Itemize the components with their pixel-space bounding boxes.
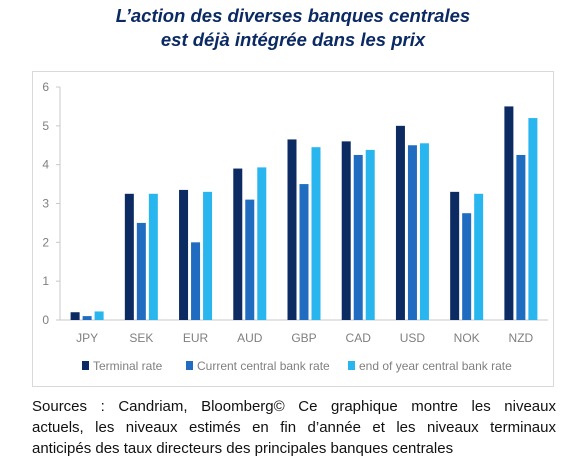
bar-usd-series-2 (407, 145, 417, 320)
bar-jpy-series-2 (82, 316, 92, 320)
bar-eur-series-2 (191, 242, 201, 320)
chart-title: L’action des diverses banques centrales … (0, 4, 586, 52)
bar-usd-series-1 (395, 125, 405, 320)
bar-nzd-series-1 (504, 106, 514, 321)
x-tick-label: USD (400, 331, 426, 345)
x-tick-label: JPY (76, 331, 98, 345)
caption-line-3: anticipés des taux directeurs des princi… (32, 440, 454, 457)
bar-gbp-series-1 (287, 139, 297, 320)
bar-cad-series-3 (365, 149, 375, 320)
bar-gbp-series-3 (311, 147, 321, 320)
legend-label-1: Terminal rate (93, 359, 163, 373)
bar-cad-series-2 (353, 154, 363, 320)
legend-label-2: Current central bank rate (197, 359, 330, 373)
y-tick-label: 3 (42, 197, 49, 211)
bar-nok-series-3 (474, 193, 484, 320)
y-tick-label: 6 (42, 80, 49, 94)
bar-sek-series-1 (124, 193, 134, 320)
bar-nok-series-2 (462, 213, 472, 320)
x-tick-label: NOK (454, 331, 480, 345)
bar-cad-series-1 (341, 141, 351, 320)
bar-eur-series-3 (203, 191, 213, 320)
caption-line-2: actuels, les niveaux estimés en fin d’an… (32, 419, 556, 436)
caption-line-1: Sources : Candriam, Bloomberg© Ce graphi… (32, 398, 556, 415)
y-tick-label: 1 (42, 274, 49, 288)
bar-sek-series-2 (136, 222, 146, 320)
source-caption: Sources : Candriam, Bloomberg© Ce graphi… (32, 396, 556, 459)
y-tick-label: 0 (42, 313, 49, 327)
x-tick-label: NZD (509, 331, 534, 345)
y-tick-label: 2 (42, 235, 49, 249)
bar-eur-series-1 (179, 189, 189, 320)
legend-swatch-1 (82, 361, 89, 370)
y-tick-label: 5 (42, 119, 49, 133)
chart-title-line-2: est déjà intégrée dans les prix (160, 29, 426, 50)
legend-swatch-2 (186, 361, 193, 370)
y-tick-label: 4 (42, 158, 49, 172)
bar-usd-series-3 (419, 143, 429, 320)
x-tick-label: GBP (291, 331, 316, 345)
bar-aud-series-3 (257, 167, 267, 320)
bar-nok-series-1 (450, 191, 460, 320)
bar-jpy-series-1 (70, 312, 80, 320)
chart-frame (32, 71, 554, 387)
x-tick-label: EUR (183, 331, 209, 345)
bar-sek-series-3 (148, 193, 158, 320)
bar-aud-series-1 (233, 168, 243, 320)
bar-nzd-series-3 (528, 118, 538, 320)
x-tick-label: AUD (237, 331, 263, 345)
bar-gbp-series-2 (299, 184, 309, 320)
x-tick-label: CAD (346, 331, 372, 345)
legend-swatch-3 (348, 361, 355, 370)
chart-title-line-1: L’action des diverses banques centrales (115, 5, 471, 26)
bar-aud-series-2 (245, 199, 255, 320)
bar-jpy-series-3 (94, 311, 104, 320)
legend-label-3: end of year central bank rate (359, 359, 512, 373)
x-tick-label: SEK (129, 331, 153, 345)
bar-nzd-series-2 (516, 154, 526, 320)
